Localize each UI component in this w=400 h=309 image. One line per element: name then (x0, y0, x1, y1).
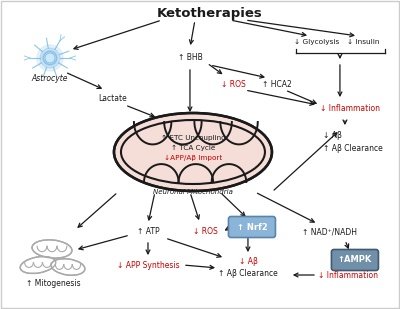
Text: ↓ APP Synthesis: ↓ APP Synthesis (117, 260, 179, 269)
Text: ↓ Aβ: ↓ Aβ (323, 130, 342, 139)
Ellipse shape (20, 256, 56, 273)
Ellipse shape (114, 113, 272, 191)
Text: ↓ Insulin: ↓ Insulin (347, 39, 379, 45)
Circle shape (43, 51, 57, 65)
Text: ↓ Aβ: ↓ Aβ (238, 257, 257, 266)
Text: ↑ Nrf2: ↑ Nrf2 (236, 222, 267, 231)
Text: ↓APP/Aβ Import: ↓APP/Aβ Import (164, 155, 222, 161)
Text: ↑ Mitogenesis: ↑ Mitogenesis (26, 278, 80, 287)
Text: ↓ Inflammation: ↓ Inflammation (320, 104, 380, 112)
Text: Ketotherapies: Ketotherapies (157, 6, 263, 19)
Text: ↑ HCA2: ↑ HCA2 (262, 79, 292, 88)
FancyBboxPatch shape (228, 217, 276, 238)
Ellipse shape (51, 259, 85, 275)
Text: ↓ Inflammation: ↓ Inflammation (318, 270, 378, 280)
Text: Lactate: Lactate (99, 94, 127, 103)
Text: ↑ ATP: ↑ ATP (137, 227, 159, 236)
Text: ↓ ROS: ↓ ROS (192, 227, 217, 236)
Text: ↓ ROS: ↓ ROS (220, 79, 245, 88)
Circle shape (45, 53, 55, 63)
Text: ↑AMPK: ↑AMPK (338, 256, 372, 265)
Circle shape (37, 45, 63, 71)
Text: ↑ BHB: ↑ BHB (178, 53, 202, 61)
Text: ↓ Glycolysis: ↓ Glycolysis (294, 39, 340, 45)
Text: ↑ ETC Uncoupling: ↑ ETC Uncoupling (160, 135, 225, 141)
Text: ↑ Aβ Clearance: ↑ Aβ Clearance (323, 143, 383, 153)
FancyBboxPatch shape (332, 249, 378, 270)
Text: ↑ TCA Cycle: ↑ TCA Cycle (171, 145, 215, 151)
Text: ↑ NAD⁺/NADH: ↑ NAD⁺/NADH (302, 227, 358, 236)
Text: Astrocyte: Astrocyte (32, 74, 68, 83)
Text: Neuronal Mitochondria: Neuronal Mitochondria (153, 189, 233, 195)
Ellipse shape (121, 120, 265, 184)
Circle shape (40, 48, 60, 68)
Ellipse shape (32, 240, 72, 258)
Text: ↑ Aβ Clearance: ↑ Aβ Clearance (218, 269, 278, 278)
